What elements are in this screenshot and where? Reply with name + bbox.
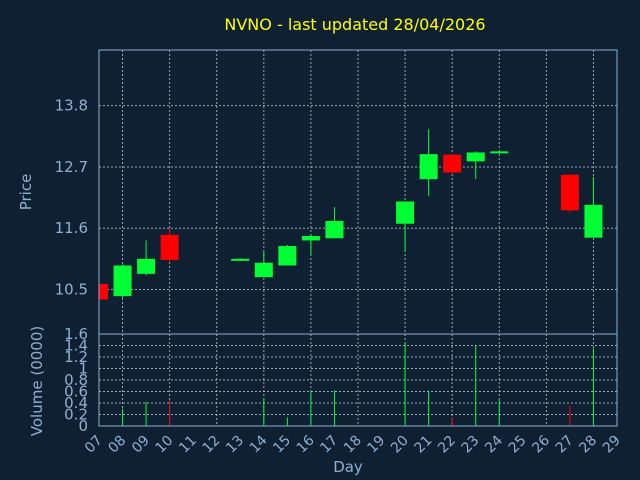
volume-tick-label: 1.4 <box>64 337 88 355</box>
volume-y-ticks: 00.20.40.60.811.21.41.6 <box>64 325 88 435</box>
candle-body <box>419 154 438 180</box>
volume-panel-frame <box>98 333 618 427</box>
candle-body <box>490 151 509 154</box>
candle-body <box>560 174 579 211</box>
x-tick-label: 11 <box>176 433 200 457</box>
candle-body <box>99 283 108 300</box>
candle-body <box>113 265 132 297</box>
x-tick-label: 23 <box>459 433 483 457</box>
volume-tick-label: 1.2 <box>64 348 88 366</box>
chart-title: NVNO - last updated 28/04/2026 <box>224 15 485 34</box>
x-tick-label: 28 <box>576 433 600 457</box>
x-tick-label: 08 <box>105 433 129 457</box>
x-ticks: 07 08 09 10 11 12 13 14 15 16 17 18 19 20 21 22 23 24 25 26… <box>82 432 624 456</box>
x-tick-label: 10 <box>153 433 177 457</box>
x-tick-label: 19 <box>364 433 388 457</box>
price-y-ticks: 10.5 11.6 12.7 13.8 <box>55 97 88 299</box>
candle-body <box>396 201 415 224</box>
candle-body <box>466 152 485 162</box>
candle-body <box>231 258 250 261</box>
price-grid <box>99 50 617 334</box>
x-tick-label: 26 <box>529 432 553 456</box>
volume-tick-label: 0.8 <box>64 371 88 389</box>
candle-body <box>160 234 179 260</box>
x-tick-label: 12 <box>200 433 224 457</box>
price-tick-label: 10.5 <box>55 280 88 298</box>
x-tick-label: 17 <box>317 433 341 457</box>
x-tick-label: 07 <box>82 433 106 457</box>
candle-body <box>301 235 320 241</box>
x-tick-label: 20 <box>388 433 412 457</box>
candle-body <box>584 204 603 238</box>
price-candles <box>99 129 603 300</box>
x-tick-label: 22 <box>435 433 459 457</box>
x-tick-label: 09 <box>129 433 153 457</box>
x-tick-label: 18 <box>341 433 365 457</box>
volume-tick-label: 0.2 <box>64 406 88 424</box>
volume-bars <box>122 342 594 426</box>
candle-body <box>278 246 297 266</box>
x-axis-label: Day <box>333 458 363 476</box>
volume-tick-label: 1 <box>78 360 88 378</box>
x-tick-label: 24 <box>482 432 506 456</box>
volume-tick-label: 0.4 <box>64 394 88 412</box>
price-tick-label: 13.8 <box>55 97 88 115</box>
x-tick-label: 16 <box>294 432 318 456</box>
volume-tick-label: 0.6 <box>64 383 88 401</box>
price-tick-label: 12.7 <box>55 158 88 176</box>
volume-tick-label: 1.6 <box>64 325 88 343</box>
x-tick-label: 25 <box>506 433 530 457</box>
x-tick-label: 15 <box>270 433 294 457</box>
price-tick-label: 11.6 <box>55 219 88 237</box>
candle-body <box>254 262 273 278</box>
candle-body <box>137 258 156 274</box>
volume-axis-label: Volume (0000) <box>28 326 46 436</box>
price-axis-label: Price <box>17 174 35 211</box>
candle-body <box>325 220 344 239</box>
volume-grid <box>99 334 617 426</box>
x-tick-label: 13 <box>223 433 247 457</box>
x-tick-label: 14 <box>247 432 271 456</box>
volume-tick-label: 0 <box>78 417 88 435</box>
x-tick-label: 29 <box>600 433 624 457</box>
candle-body <box>443 154 462 173</box>
x-tick-label: 27 <box>553 433 577 457</box>
x-tick-label: 21 <box>412 433 436 457</box>
